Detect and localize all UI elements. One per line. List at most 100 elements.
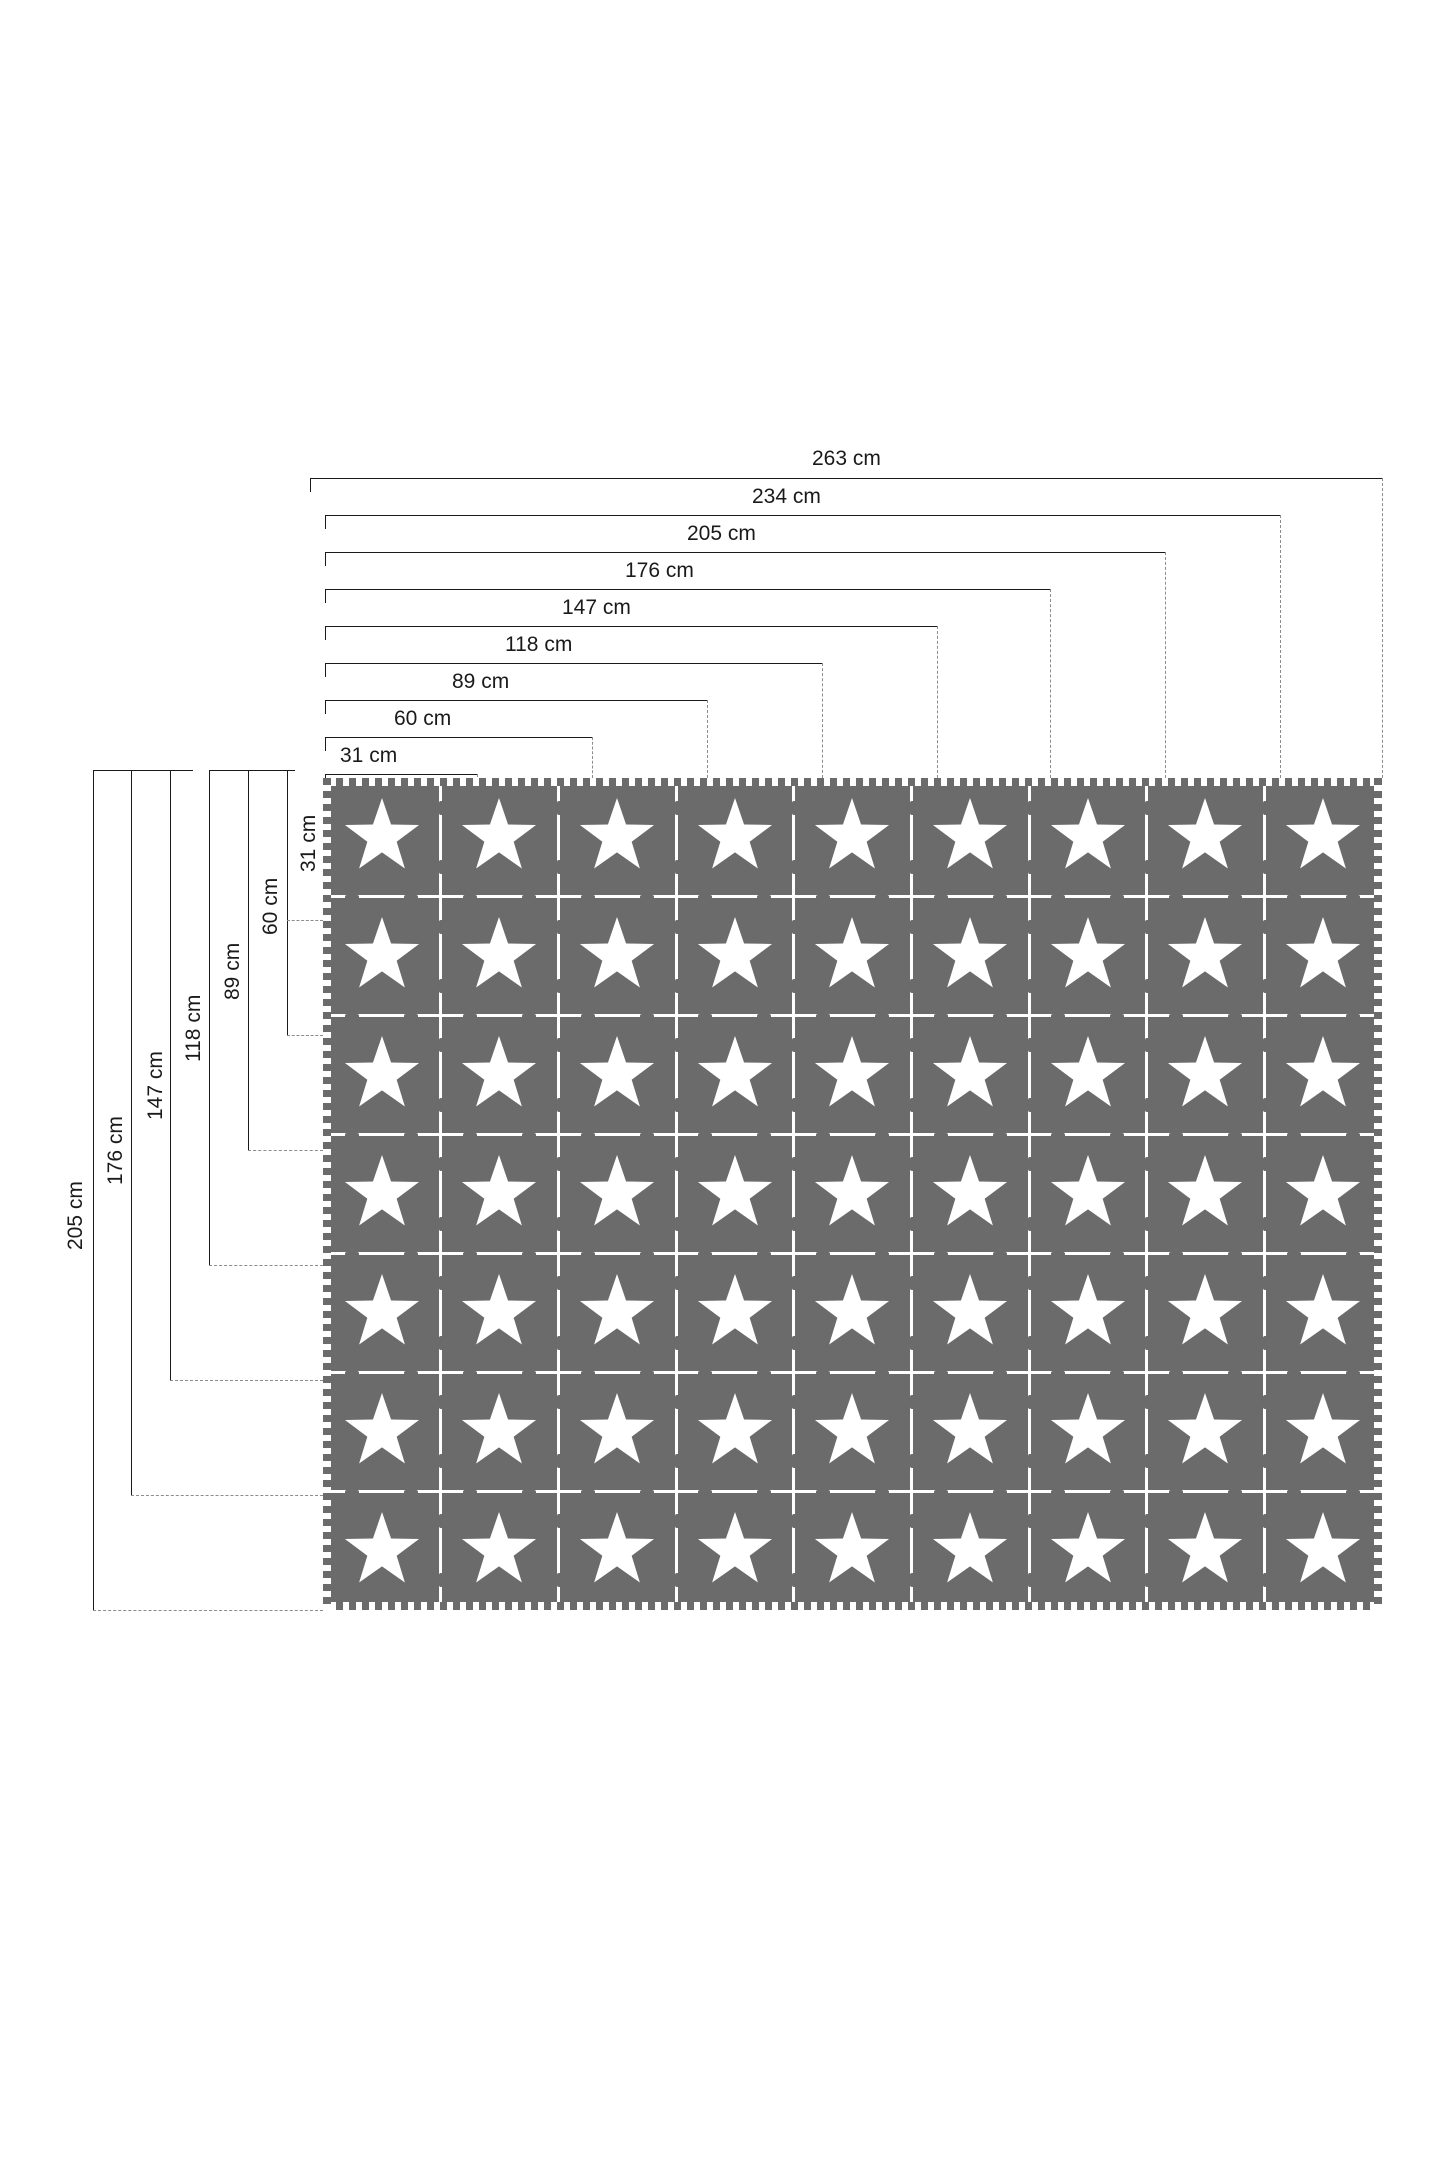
tile-knob xyxy=(556,919,568,934)
tile-knob xyxy=(1286,895,1301,907)
tile-knob xyxy=(909,1157,921,1172)
star-icon xyxy=(580,1036,655,1107)
tile-star xyxy=(1281,1506,1366,1592)
tile-star xyxy=(1163,1149,1248,1235)
tile-knob xyxy=(463,1014,478,1026)
tile-knob xyxy=(1110,895,1125,907)
tile-knob xyxy=(963,1359,978,1371)
star-icon xyxy=(815,1155,890,1226)
tile-seam-horizontal xyxy=(323,1014,1382,1018)
star-icon xyxy=(1168,1155,1243,1226)
tile-star xyxy=(457,912,542,998)
tile-knob xyxy=(1316,1122,1331,1134)
tile-knob xyxy=(1145,1038,1157,1053)
h-leader-118 xyxy=(325,663,822,664)
star-icon xyxy=(1168,798,1243,869)
tile-knob xyxy=(1169,1251,1184,1263)
tile-knob xyxy=(439,1513,451,1528)
tile-knob xyxy=(1027,919,1039,934)
mat-tile xyxy=(323,778,441,897)
tile-knob xyxy=(674,1513,686,1528)
tile-star xyxy=(457,1268,542,1354)
tile-knob xyxy=(792,919,804,934)
tile-star xyxy=(1163,1506,1248,1592)
tile-knob xyxy=(1027,979,1039,993)
tile-knob xyxy=(545,1305,557,1320)
star-icon xyxy=(815,1392,890,1464)
h-drop-205 xyxy=(1165,552,1166,778)
tile-knob xyxy=(992,1489,1007,1501)
tile-star xyxy=(1163,1031,1248,1117)
tile-knob xyxy=(1316,1478,1331,1490)
tile-knob xyxy=(610,1122,625,1134)
tile-knob xyxy=(898,1543,910,1558)
v-leader-176 xyxy=(131,770,132,1495)
tile-knob xyxy=(556,1276,568,1291)
mat-tile xyxy=(1029,1015,1147,1135)
star-icon xyxy=(1286,798,1361,869)
mat-tile xyxy=(793,1372,912,1492)
tile-knob xyxy=(1145,1097,1157,1112)
tile-knob xyxy=(580,895,595,907)
tile-knob xyxy=(1016,830,1028,845)
tile-knob xyxy=(1110,1489,1125,1501)
star-icon xyxy=(580,1511,655,1583)
tile-star xyxy=(1045,1268,1130,1354)
star-icon xyxy=(1286,917,1361,988)
mat-tile xyxy=(1264,1134,1382,1254)
tile-knob xyxy=(727,1359,742,1371)
mat-tile xyxy=(440,1491,559,1610)
tile-knob xyxy=(580,1014,595,1026)
tile-seam-vertical xyxy=(674,778,678,1610)
mat-tile xyxy=(793,1134,912,1254)
tile-knob xyxy=(933,1370,948,1382)
h-leader-205-start-tick xyxy=(325,552,326,566)
tile-star xyxy=(1281,1268,1366,1354)
tile-knob xyxy=(874,1489,889,1501)
star-icon xyxy=(1168,1273,1243,1345)
tile-knob xyxy=(1016,1068,1028,1083)
h-leader-60-start-tick xyxy=(325,737,326,751)
tile-knob xyxy=(1080,1240,1095,1252)
tile-knob xyxy=(1262,919,1274,934)
h-dim-label-118: 118 cm xyxy=(505,633,573,656)
tile-knob xyxy=(374,1122,389,1134)
h-leader-263-start-tick xyxy=(310,478,311,492)
h-drop-147 xyxy=(937,626,938,778)
tile-knob xyxy=(580,1251,595,1263)
tile-knob xyxy=(674,919,686,934)
tile-knob xyxy=(639,1014,654,1026)
star-icon xyxy=(815,1036,890,1107)
tile-knob xyxy=(374,1003,389,1015)
tile-star xyxy=(339,1387,424,1473)
star-icon xyxy=(1050,798,1125,869)
tile-knob xyxy=(345,1489,360,1501)
tile-knob xyxy=(792,1573,804,1588)
tile-knob xyxy=(845,884,860,896)
tile-knob xyxy=(439,1454,451,1469)
tile-knob xyxy=(698,1489,713,1501)
tile-knob xyxy=(757,1133,772,1145)
mat-tile xyxy=(1146,778,1265,897)
tile-knob xyxy=(845,1359,860,1371)
tile-knob xyxy=(1027,1513,1039,1528)
tile-knob xyxy=(1080,1122,1095,1134)
tile-knob xyxy=(792,1038,804,1053)
tile-knob xyxy=(698,1014,713,1026)
tile-knob xyxy=(1134,1424,1146,1439)
tile-knob xyxy=(757,1489,772,1501)
tile-knob xyxy=(727,1240,742,1252)
tile-star xyxy=(692,1031,777,1117)
star-icon xyxy=(815,1273,890,1345)
mat-tile xyxy=(1146,1134,1265,1254)
tile-knob xyxy=(1262,860,1274,875)
tile-knob xyxy=(556,1097,568,1112)
mat-tile xyxy=(1146,1372,1265,1492)
h-leader-118-start-tick xyxy=(325,663,326,677)
tile-knob xyxy=(757,1014,772,1026)
tile-star xyxy=(1045,1149,1130,1235)
tile-knob xyxy=(439,1276,451,1291)
tile-knob xyxy=(1262,1573,1274,1588)
tile-knob xyxy=(1134,1187,1146,1201)
tile-knob xyxy=(674,1276,686,1291)
